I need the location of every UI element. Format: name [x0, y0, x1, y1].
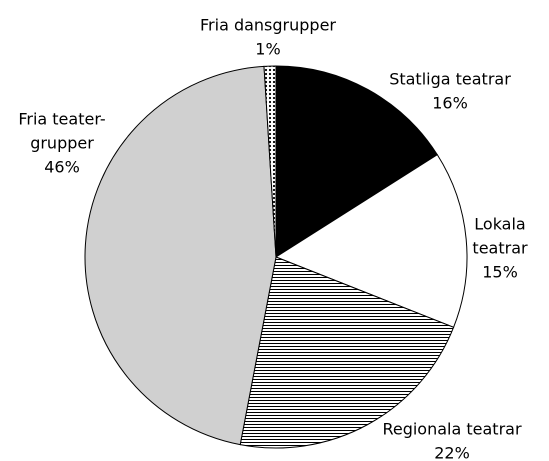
slice-label: grupper	[30, 134, 94, 153]
slice-label: Lokala	[474, 215, 525, 234]
slice-label: teatrar	[472, 239, 528, 258]
slice-label: Fria dansgrupper	[200, 16, 336, 35]
slice-label: Statliga teatrar	[389, 70, 511, 89]
slice-label: Regionala teatrar	[382, 420, 521, 439]
slice-value-label: 1%	[255, 40, 280, 59]
pie-slice	[274, 153, 468, 328]
pie-slice	[275, 65, 438, 258]
pie-slice	[239, 256, 455, 449]
slice-value-label: 46%	[44, 158, 80, 177]
slice-value-label: 16%	[432, 94, 468, 113]
slice-label: Fria teater-	[18, 110, 105, 129]
slice-value-label: 22%	[434, 444, 470, 461]
pie-slice	[263, 65, 277, 258]
pie-slice	[84, 65, 277, 446]
slice-value-label: 15%	[482, 263, 518, 282]
